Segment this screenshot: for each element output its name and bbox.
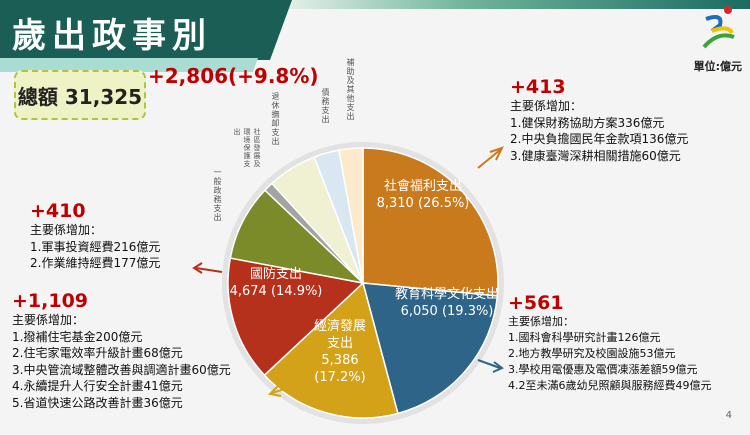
- annotation-social: +413 主要係增加： 1.健保財務協助方案336億元 2.中央負擔國民年金款項…: [510, 76, 688, 164]
- delta-value: +413: [510, 76, 566, 98]
- slice-value: 6,050 (19.3%): [400, 304, 494, 319]
- slice-label-defense: 國防支出 4,674 (14.9%): [226, 266, 326, 300]
- annotation-defense: +410 主要係增加： 1.軍事投資經費216億元 2.作業維持經費177億元: [30, 200, 160, 272]
- arrow-economic: [271, 383, 301, 394]
- top-gradient-bar: [280, 0, 750, 9]
- annotation-heading: 主要係增加：: [30, 223, 103, 237]
- slice-percent: (17.2%): [314, 370, 366, 385]
- title-banner: [0, 0, 292, 60]
- annotation-item: 1.軍事投資經費216億元: [30, 239, 161, 254]
- page-title: 歲出政事別: [12, 16, 212, 56]
- annotation-item: 5.省道快速公路改善計畫36億元: [12, 395, 183, 410]
- pie-slice-1: [361, 282, 499, 415]
- slice-name: 經濟發展支出: [313, 319, 366, 351]
- annotation-item: 2.住宅家電效率升級計畫68億元: [12, 346, 183, 360]
- slice-value: 8,310 (26.5%): [376, 196, 470, 211]
- slice-label-education: 教育科學文化支出 6,050 (19.3%): [384, 286, 510, 320]
- arrow-social: [477, 149, 501, 169]
- slice-name: 國防支出: [249, 267, 302, 282]
- title-banner-accent: [0, 58, 258, 72]
- annotation-item: 3.中央管流域整體改善與調適計畫60億元: [12, 362, 231, 377]
- annotation-heading: 主要係增加：: [12, 313, 85, 327]
- annotation-heading: 主要係增加：: [508, 315, 574, 328]
- annotation-item: 2.地方教學研究及校園設施53億元: [508, 347, 676, 360]
- page-number: 4: [725, 410, 732, 421]
- annotation-item: 1.撥補住宅基金200億元: [12, 329, 143, 344]
- slice-label-pension: 退休撫卹支出: [271, 92, 280, 146]
- total-box: 總額 31,325: [14, 70, 146, 120]
- slice-name: 教育科學文化支出: [394, 287, 499, 302]
- annotation-heading: 主要係增加：: [510, 99, 583, 113]
- logo-icon: [702, 6, 735, 49]
- slice-label-debt: 債務支出: [321, 88, 330, 124]
- slice-label-community: 社區發展及環境保護支出: [233, 128, 261, 168]
- arrow-education-head: [492, 361, 504, 373]
- slice-label-social: 社會福利支出 8,310 (26.5%): [368, 178, 478, 212]
- annotation-item: 4.2至未滿6歲幼兒照顧與服務經費49億元: [508, 379, 712, 392]
- delta-value: +561: [508, 292, 564, 314]
- delta-value: +1,109: [12, 290, 89, 312]
- arrow-education: [477, 359, 501, 369]
- delta-value: +410: [30, 200, 86, 222]
- annotation-education: +561 主要係增加： 1.國科會科學研究計畫126億元 2.地方教學研究及校園…: [508, 292, 712, 394]
- slice-name: 社會福利支出: [383, 179, 462, 194]
- annotation-item: 1.國科會科學研究計畫126億元: [508, 331, 661, 344]
- slice-label-subsidy: 補助及其他支出: [346, 58, 355, 121]
- slice-value: 5,386: [321, 353, 359, 368]
- slice-label-economic: 經濟發展支出 5,386 (17.2%): [308, 318, 372, 386]
- annotation-item: 3.學校用電優惠及電價凍漲差額59億元: [508, 363, 698, 376]
- arrow-economic-head: [267, 385, 282, 397]
- annotation-item: 2.作業維持經費177億元: [30, 256, 161, 270]
- arrow-defense: [195, 267, 223, 273]
- pie-slice-8: [338, 147, 364, 284]
- slice-value: 4,674 (14.9%): [229, 284, 323, 299]
- pie-slice-3: [227, 257, 365, 377]
- annotation-item: 2.中央負擔國民年金款項136億元: [510, 132, 689, 146]
- annotation-item: 3.健康臺灣深耕相關措施60億元: [510, 148, 681, 163]
- unit-label: 單位:億元: [693, 60, 742, 73]
- annotation-item: 1.健保財務協助方案336億元: [510, 115, 665, 130]
- total-growth: +2,806(+9.8%): [148, 64, 319, 88]
- arrow-defense-head: [192, 262, 203, 274]
- annotation-economic: +1,109 主要係增加： 1.撥補住宅基金200億元 2.住宅家電效率升級計畫…: [12, 290, 231, 411]
- arrow-social-head: [489, 146, 504, 161]
- pie-slice-0: [362, 147, 499, 297]
- annotation-item: 4.永續提升人行安全計畫41億元: [12, 379, 183, 393]
- slice-label-general: 一般政務支出: [213, 168, 222, 222]
